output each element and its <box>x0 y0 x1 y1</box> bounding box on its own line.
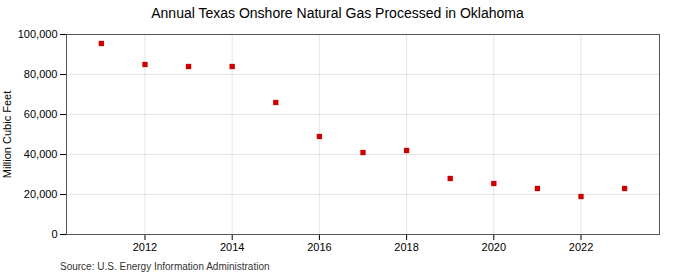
svg-text:2012: 2012 <box>133 241 157 253</box>
svg-text:2020: 2020 <box>482 241 506 253</box>
svg-text:0: 0 <box>51 228 57 240</box>
svg-text:Million Cubic Feet: Million Cubic Feet <box>1 91 13 178</box>
html-text:Source: U.S. Energy Informatio: Source: U.S. Energy Information Administ… <box>60 261 270 272</box>
svg-text:20,000: 20,000 <box>24 188 58 200</box>
svg-text:80,000: 80,000 <box>24 68 58 80</box>
svg-text:40,000: 40,000 <box>24 148 58 160</box>
svg-text:2018: 2018 <box>394 241 418 253</box>
svg-text:60,000: 60,000 <box>24 108 58 120</box>
html-text:Annual Texas Onshore Natural G: Annual Texas Onshore Natural Gas Process… <box>151 5 524 21</box>
svg-text:100,000: 100,000 <box>18 28 58 40</box>
svg-text:2014: 2014 <box>220 241 244 253</box>
svg-text:2022: 2022 <box>569 241 593 253</box>
svg-text:2016: 2016 <box>307 241 331 253</box>
